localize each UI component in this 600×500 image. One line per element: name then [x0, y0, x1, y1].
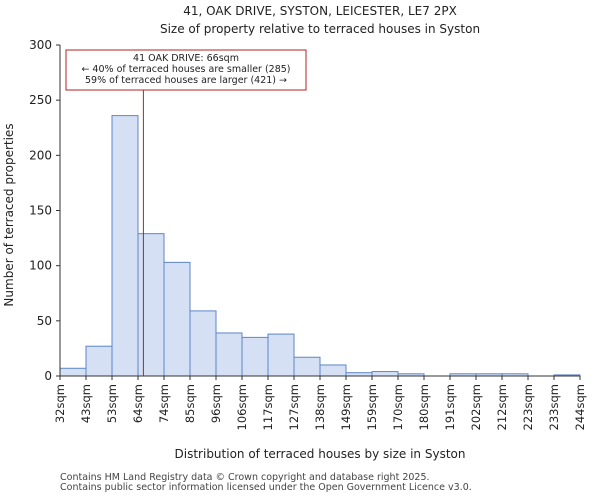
x-tick-label-32sqm: 32sqm [53, 384, 67, 423]
x-tick-label-85sqm: 85sqm [183, 384, 197, 423]
x-tick-label-223sqm: 223sqm [521, 384, 535, 430]
bar-64sqm [137, 233, 165, 377]
footer-copyright: Contains HM Land Registry data © Crown c… [60, 472, 430, 483]
x-tick-label-180sqm: 180sqm [417, 384, 431, 430]
y-axis-label: Number of terraced properties [2, 123, 16, 306]
x-tick-label-96sqm: 96sqm [209, 384, 223, 423]
bar-106sqm [241, 336, 269, 377]
bar-96sqm [215, 332, 243, 377]
x-tick-label-244sqm: 244sqm [573, 384, 587, 430]
bar-53sqm [111, 115, 139, 377]
x-tick-label-212sqm: 212sqm [495, 384, 509, 430]
y-tick-label-100: 100 [29, 259, 52, 273]
x-tick-label-170sqm: 170sqm [391, 384, 405, 430]
bar-117sqm [267, 333, 295, 377]
y-tick-label-250: 250 [29, 93, 52, 107]
y-tick-label-200: 200 [29, 148, 52, 162]
x-tick-label-106sqm: 106sqm [235, 384, 249, 430]
bar-138sqm [319, 364, 347, 377]
x-tick-label-117sqm: 117sqm [261, 384, 275, 430]
bar-159sqm [371, 371, 399, 377]
y-tick-label-0: 0 [44, 369, 52, 383]
x-tick-label-43sqm: 43sqm [79, 384, 93, 423]
annotation-box [65, 49, 307, 91]
y-tick-label-300: 300 [29, 38, 52, 52]
annotation-line-2: ← 40% of terraced houses are smaller (28… [81, 64, 290, 75]
axes: 0 50 100 150 200 250 300 32sqm 43sqm 53sqm 64sqm 74… [29, 38, 587, 430]
x-tick-label-138sqm: 138sqm [313, 384, 327, 430]
x-tick-label-233sqm: 233sqm [547, 384, 561, 430]
chart-title: 41, OAK DRIVE, SYSTON, LEICESTER, LE7 2P… [183, 4, 457, 18]
x-tick-label-127sqm: 127sqm [287, 384, 301, 430]
x-tick-label-64sqm: 64sqm [131, 384, 145, 423]
x-tick-label-149sqm: 149sqm [339, 384, 353, 430]
bar-74sqm [163, 261, 191, 377]
bar-85sqm [189, 310, 217, 377]
x-tick-label-191sqm: 191sqm [443, 384, 457, 430]
y-tick-label-150: 150 [29, 204, 52, 218]
footer-licence: Contains public sector information licen… [60, 482, 472, 493]
chart-subtitle: Size of property relative to terraced ho… [160, 22, 480, 36]
bar-43sqm [85, 345, 113, 377]
y-tick-label-50: 50 [37, 314, 52, 328]
annotation-line-3: 59% of terraced houses are larger (421) … [85, 75, 287, 86]
x-axis-label: Distribution of terraced houses by size … [175, 447, 466, 461]
x-tick-label-202sqm: 202sqm [469, 384, 483, 430]
x-tick-label-159sqm: 159sqm [365, 384, 379, 430]
bar-127sqm [293, 356, 321, 377]
bars [59, 115, 581, 377]
annotation-line-1: 41 OAK DRIVE: 66sqm [133, 53, 239, 64]
property-marker: 41 OAK DRIVE: 66sqm← 40% of terraced hou… [65, 49, 307, 376]
x-tick-label-74sqm: 74sqm [157, 384, 171, 423]
x-tick-label-53sqm: 53sqm [105, 384, 119, 423]
bar-32sqm [59, 367, 87, 377]
